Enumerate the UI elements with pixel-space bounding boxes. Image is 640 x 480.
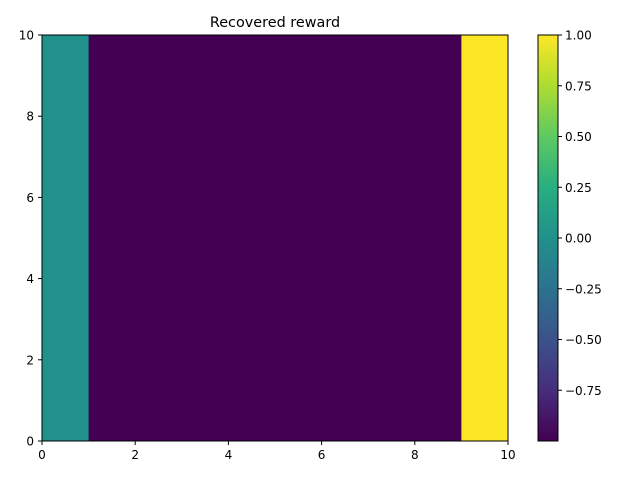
x-axis: 0 2 4 6 8 10 xyxy=(38,441,516,462)
chart-title: Recovered reward xyxy=(210,15,340,31)
x-tick-label: 0 xyxy=(38,448,46,462)
colorbar-tick-label: −0.75 xyxy=(565,384,602,398)
plot-frame xyxy=(41,34,509,442)
x-tick-label: 6 xyxy=(318,448,326,462)
heatmap-cell xyxy=(368,35,416,441)
x-tick-label: 4 xyxy=(225,448,233,462)
colorbar-tick-label: −0.25 xyxy=(565,282,602,296)
colorbar-axis: 1.00 0.75 0.50 0.25 0.00 −0.25 −0.50 −0.75 xyxy=(558,29,602,398)
heatmap-cell xyxy=(275,35,323,441)
heatmap-cell xyxy=(321,35,369,441)
y-tick-label: 4 xyxy=(26,272,34,286)
y-tick-label: 2 xyxy=(26,353,34,367)
y-tick-label: 8 xyxy=(26,110,34,124)
heatmap-cell xyxy=(228,35,276,441)
heatmap-cell xyxy=(42,35,90,441)
heatmap-cells xyxy=(42,35,509,441)
colorbar-tick-label: 0.50 xyxy=(565,130,592,144)
heatmap-cell xyxy=(181,35,229,441)
x-tick-label: 10 xyxy=(500,448,515,462)
colorbar-tick-label: 0.25 xyxy=(565,181,592,195)
colorbar xyxy=(537,34,559,442)
colorbar-tick-label: 0.75 xyxy=(565,79,592,93)
heatmap-cell xyxy=(461,35,509,441)
heatmap-cell xyxy=(88,35,136,441)
x-tick-label: 8 xyxy=(411,448,419,462)
colorbar-tick-label: 1.00 xyxy=(565,29,592,43)
y-axis: 0 2 4 6 8 10 xyxy=(19,29,42,449)
heatmap-cell xyxy=(135,35,183,441)
colorbar-tick-label: 0.00 xyxy=(565,232,592,246)
heatmap-cell xyxy=(414,35,462,441)
y-tick-label: 0 xyxy=(26,435,34,449)
x-tick-label: 2 xyxy=(131,448,139,462)
y-tick-label: 6 xyxy=(26,191,34,205)
colorbar-tick-label: −0.50 xyxy=(565,333,602,347)
y-tick-label: 10 xyxy=(19,29,34,43)
